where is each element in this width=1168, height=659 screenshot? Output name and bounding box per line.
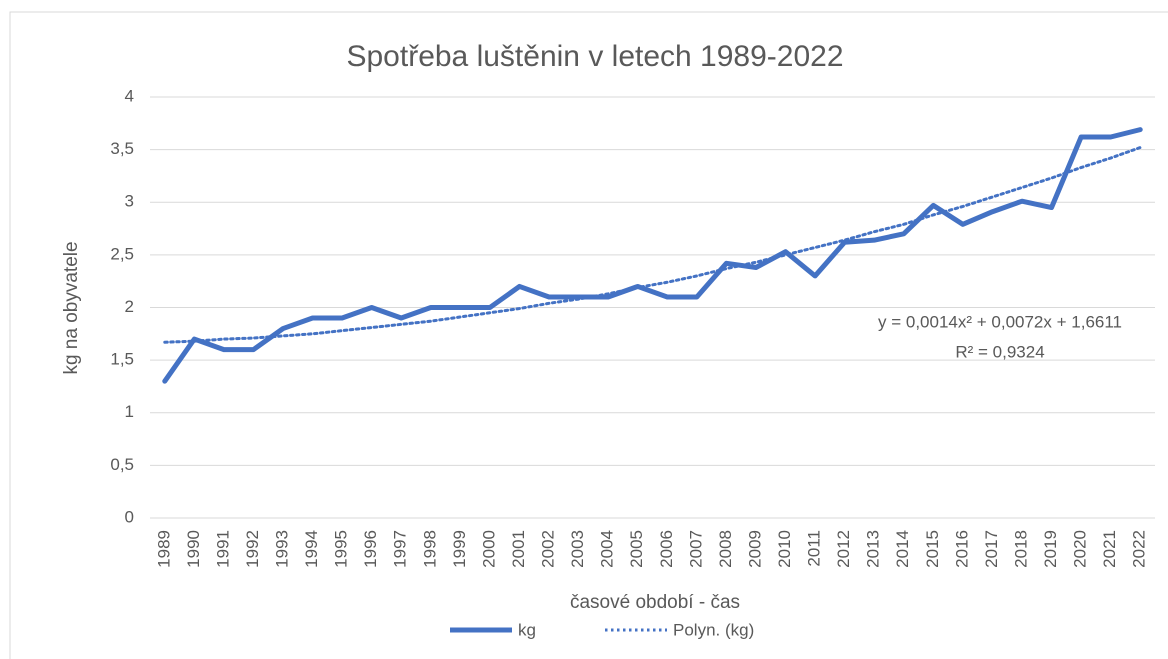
- x-tick-label: 2003: [568, 530, 587, 568]
- y-tick-label: 0,5: [110, 455, 134, 474]
- x-tick-label: 1996: [361, 530, 380, 568]
- x-tick-label: 2012: [834, 530, 853, 568]
- x-tick-label: 2002: [539, 530, 558, 568]
- x-tick-label: 1994: [302, 530, 321, 568]
- y-tick-label: 3,5: [110, 139, 134, 158]
- y-axis-label: kg na obyvatele: [61, 241, 82, 374]
- x-tick-label: 2004: [598, 530, 617, 568]
- y-tick-label: 1,5: [110, 350, 134, 369]
- x-tick-label: 2013: [864, 530, 883, 568]
- x-tick-label: 1997: [391, 530, 410, 568]
- data-line: [162, 127, 1143, 384]
- x-tick-label: 2000: [479, 530, 498, 568]
- legend-label: Polyn. (kg): [673, 620, 754, 639]
- trend-r-squared: R² = 0,9324: [955, 342, 1044, 361]
- x-axis-label: časové období - čas: [570, 592, 740, 613]
- x-tick-label: 1989: [154, 530, 173, 568]
- x-tick-label: 1990: [184, 530, 203, 568]
- x-tick-label: 1993: [272, 530, 291, 568]
- x-tick-label: 2019: [1041, 530, 1060, 568]
- x-tick-label: 2005: [627, 530, 646, 568]
- y-tick-label: 2: [125, 297, 134, 316]
- x-tick-label: 2014: [893, 530, 912, 568]
- x-tick-label: 1991: [213, 530, 232, 568]
- chart-border: [9, 11, 1168, 659]
- y-tick-label: 3: [125, 192, 134, 211]
- x-tick-label: 2009: [745, 530, 764, 568]
- x-tick-label: 2010: [775, 530, 794, 568]
- trend-equation: y = 0,0014x² + 0,0072x + 1,6611: [878, 312, 1122, 331]
- trend-line: [163, 146, 1142, 344]
- chart-title: Spotřeba luštěnin v letech 1989-2022: [346, 40, 843, 73]
- x-tick-label: 1999: [450, 530, 469, 568]
- x-tick-label: 2008: [716, 530, 735, 568]
- x-tick-label: 2007: [686, 530, 705, 568]
- x-tick-label: 1995: [332, 530, 351, 568]
- y-tick-label: 1: [125, 402, 134, 421]
- x-tick-label: 1998: [420, 530, 439, 568]
- x-tick-label: 2001: [509, 530, 528, 568]
- y-tick-label: 0: [125, 507, 134, 526]
- x-tick-label: 2015: [923, 530, 942, 568]
- x-tick-label: 2020: [1071, 530, 1090, 568]
- x-tick-label: 2011: [805, 530, 824, 567]
- y-tick-label: 2,5: [110, 244, 134, 263]
- x-tick-label: 2022: [1130, 530, 1149, 568]
- x-tick-label: 2018: [1011, 530, 1030, 568]
- x-tick-label: 1992: [243, 530, 262, 568]
- x-tick-label: 2017: [982, 530, 1001, 568]
- x-tick-label: 2021: [1100, 530, 1119, 568]
- x-tick-label: 2016: [952, 530, 971, 568]
- y-tick-label: 4: [125, 86, 134, 105]
- x-tick-label: 2006: [657, 530, 676, 568]
- legend-label: kg: [518, 620, 536, 639]
